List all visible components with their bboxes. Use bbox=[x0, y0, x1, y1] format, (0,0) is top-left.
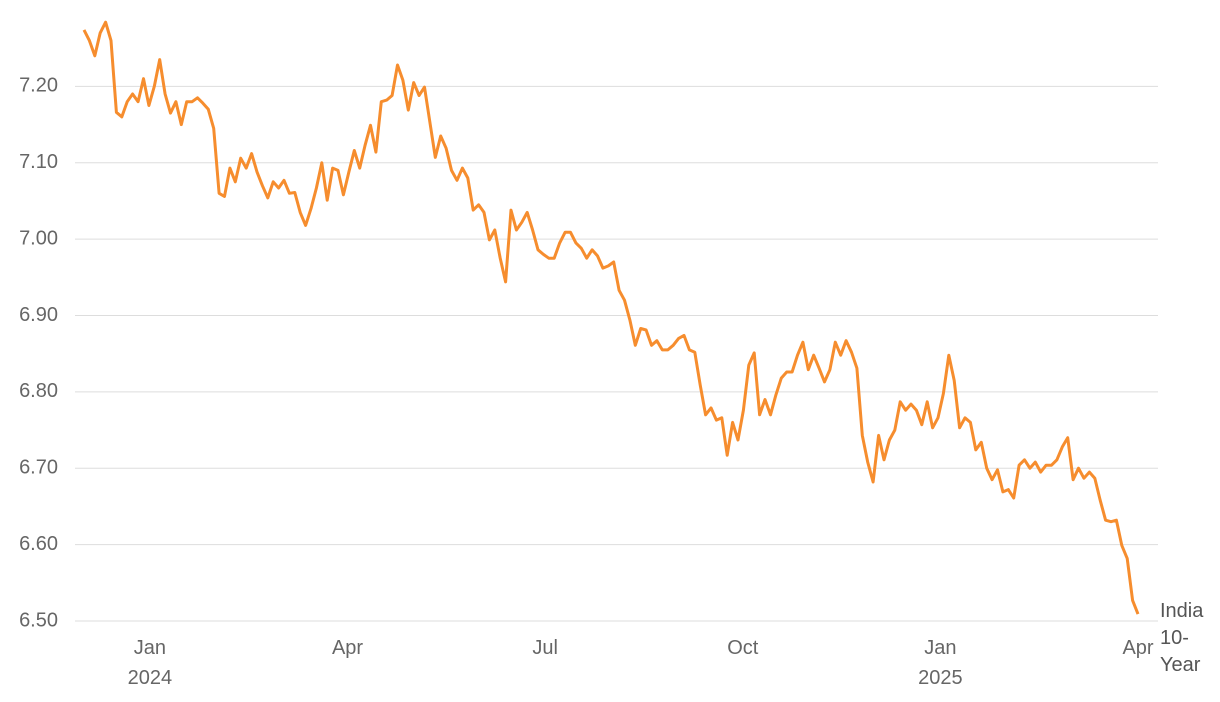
x-tick-label: Jan 2024 bbox=[127, 637, 173, 689]
x-tick-label: Oct bbox=[727, 637, 759, 659]
x-tick-label: Jul bbox=[532, 637, 558, 659]
y-tick-label: 6.80 bbox=[19, 380, 58, 402]
x-tick-label: Apr bbox=[331, 637, 364, 659]
y-tick-label: 7.00 bbox=[19, 227, 58, 249]
x-tick-label: Apr bbox=[1122, 637, 1154, 659]
y-tick-label: 7.10 bbox=[19, 151, 58, 173]
series-label: India 10-Year bbox=[1160, 600, 1204, 677]
x-tick-label: Jan 2025 bbox=[918, 637, 963, 689]
series-line bbox=[82, 20, 1140, 615]
y-tick-label: 6.90 bbox=[19, 304, 58, 326]
y-tick-label: 6.50 bbox=[19, 609, 58, 631]
y-tick-label: 7.20 bbox=[19, 75, 58, 97]
y-tick-label: 6.70 bbox=[19, 457, 58, 479]
y-tick-label: 6.60 bbox=[19, 533, 58, 555]
